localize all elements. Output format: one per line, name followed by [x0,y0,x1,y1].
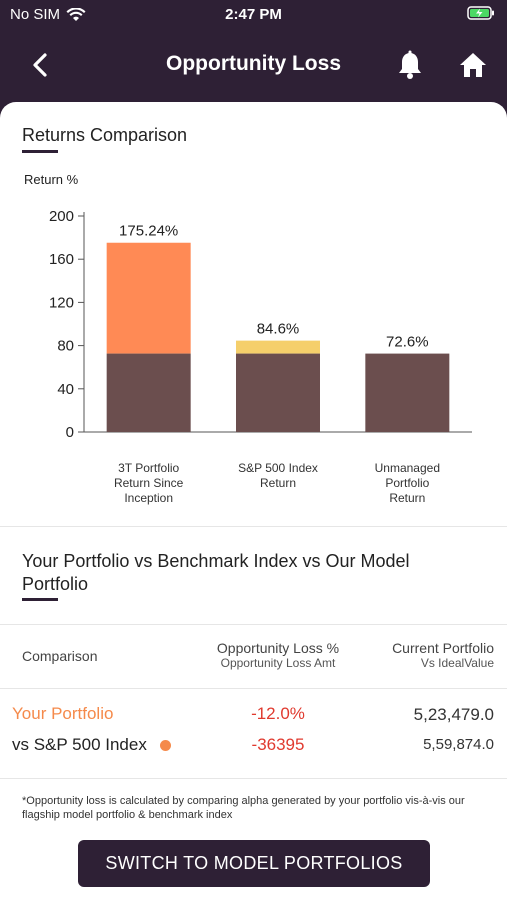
bar-base-segment [236,353,320,432]
row-your-portfolio-label: Your Portfolio [12,704,114,723]
table-top-divider [0,624,507,625]
header-opportunity-loss-sub: Opportunity Loss Amt [220,656,336,670]
x-category-label: 3T Portfolio [118,461,179,475]
switch-to-model-portfolios-button[interactable]: SWITCH TO MODEL PORTFOLIOS [78,840,430,887]
footnote: *Opportunity loss is calculated by compa… [22,795,465,821]
wifi-icon [66,7,86,21]
bell-icon [399,50,421,79]
x-category-label: Return Since [114,476,184,490]
home-icon [460,53,486,77]
notifications-button[interactable] [396,50,424,80]
y-tick-label: 40 [57,381,74,398]
header-comparison: Comparison [22,648,98,664]
header-current-portfolio: Current Portfolio Vs IdealValue [354,640,494,670]
bar-data-label: 175.24% [119,223,178,240]
bar-data-label: 84.6% [257,321,300,338]
table-header-divider [0,688,507,689]
x-category-label: Unmanaged [375,461,440,475]
section-divider [0,526,507,527]
header-opportunity-loss-main: Opportunity Loss % [216,640,340,656]
bar-data-label: 72.6% [386,334,429,351]
comparison-title-underline [22,598,58,601]
bar-top-segment [106,242,191,354]
comparison-title: Your Portfolio vs Benchmark Index vs Our… [22,550,410,596]
row-sp500-loss: -36395 [251,735,305,754]
y-tick-label: 160 [49,251,74,268]
comparison-title-line2: Portfolio [22,574,89,594]
header-current-portfolio-main: Current Portfolio [392,640,494,656]
status-left: No SIM [10,6,86,23]
nav-bar: Opportunity Loss [0,30,507,102]
x-category-label: Return [260,476,296,490]
y-tick-label: 80 [57,338,74,355]
x-category-label: Inception [124,491,173,505]
row-sp500-label: vs S&P 500 Index [12,735,171,755]
page-title: Opportunity Loss [166,52,341,75]
back-button[interactable] [26,50,56,80]
y-axis-label: Return % [24,172,79,187]
y-tick-label: 0 [66,424,74,441]
x-category-label: Portfolio [385,476,429,490]
table-bottom-divider [0,778,507,779]
y-tick-label: 120 [49,294,74,311]
returns-comparison-title: Returns Comparison [22,125,188,145]
row-your-portfolio-loss: -12.0% [251,704,305,723]
x-category-label: S&P 500 Index [238,461,318,475]
chevron-left-icon [33,53,47,77]
orange-dot-icon [159,740,171,752]
content-card: Returns Comparison Return % 0 40 80 120 160 2… [0,102,507,900]
status-time: 2:47 PM [225,6,282,23]
y-tick-label: 200 [49,208,74,225]
battery-icon [467,6,495,24]
header-opportunity-loss: Opportunity Loss % Opportunity Loss Amt [196,640,360,670]
row-sp500-label-text: vs S&P 500 Index [12,735,147,754]
home-button[interactable] [458,50,488,80]
carrier-text: No SIM [10,6,61,23]
status-bar: No SIM 2:47 PM [0,0,507,30]
header-current-portfolio-sub: Vs IdealValue [420,656,494,670]
bar-base-segment [106,353,191,432]
comparison-title-line1: Your Portfolio vs Benchmark Index vs Our… [22,551,410,571]
bar-top-segment [236,340,320,354]
returns-chart: Return % 0 40 80 120 160 200 175.24% 3T Portfol… [0,166,507,526]
x-category-label: Return [389,491,425,505]
row-your-portfolio-value: 5,23,479.0 [413,705,494,724]
returns-chart-svg: Return % 0 40 80 120 160 200 175.24% 3T Portfol… [24,172,472,505]
row-sp500-value: 5,59,874.0 [423,736,494,753]
title-underline [22,150,58,153]
bar-base-segment [365,353,450,432]
